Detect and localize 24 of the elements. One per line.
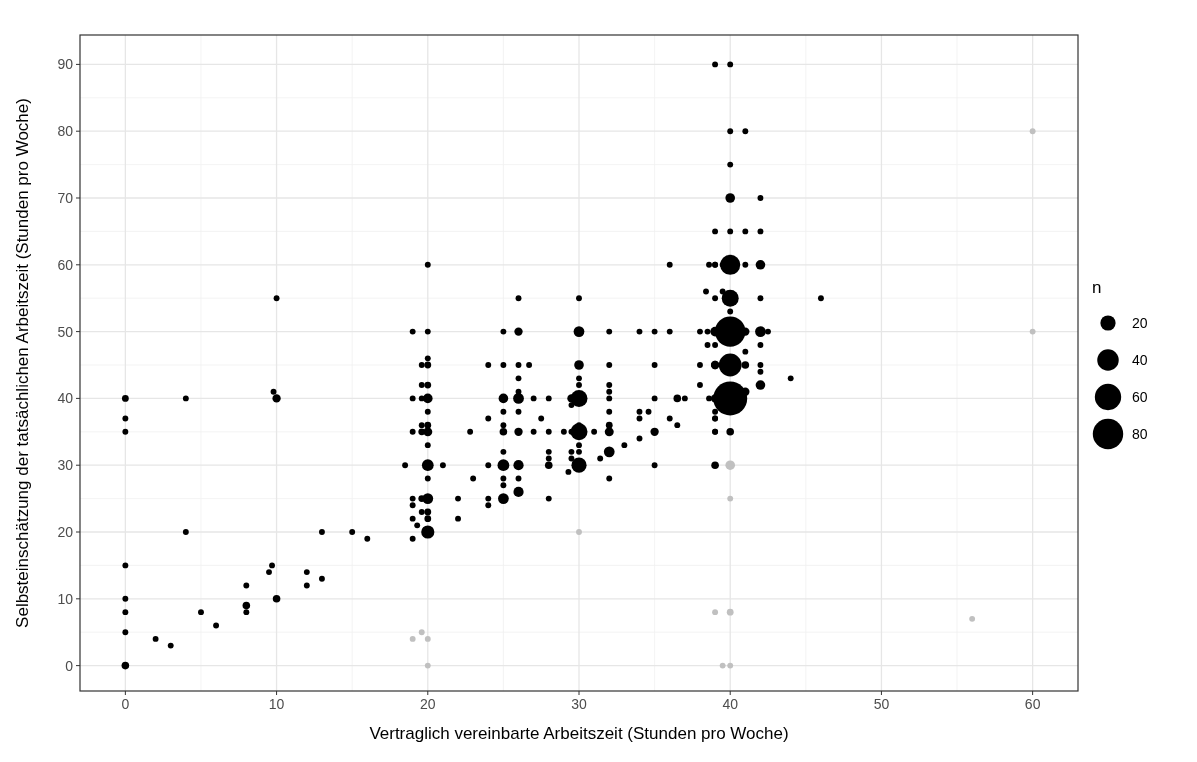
y-tick-label: 0 [65,657,74,674]
x-tick-label: 30 [571,696,587,712]
x-tick-label: 50 [873,696,890,712]
y-tick-label: 20 [57,523,74,540]
legend-title: n [1092,278,1102,297]
y-tick-label: 80 [57,123,74,140]
y-tick-label: 10 [57,590,74,607]
x-tick-label: 60 [1024,696,1041,712]
y-axis-title: Selbsteinschätzung der tatsächlichen Arbeitszeit (Stunden pro Woche) [13,98,32,628]
y-tick-label: 30 [57,457,74,474]
x-tick-label: 10 [268,696,285,712]
legend-label: 80 [1132,425,1148,442]
y-tick-label: 60 [57,256,74,273]
y-tick-label: 40 [57,390,74,407]
x-tick-label: 0 [121,696,130,712]
legend-label: 60 [1132,388,1148,405]
legend-label: 40 [1132,351,1148,368]
y-tick-label: 50 [57,323,74,340]
x-tick-label: 20 [420,696,436,712]
y-tick-label: 70 [57,189,74,206]
legend-label: 20 [1132,314,1148,331]
x-axis-title: Vertraglich vereinbarte Arbeitszeit (Stunden pro Woche) [369,724,789,743]
x-tick-label: 40 [722,696,739,712]
y-tick-label: 90 [57,56,74,73]
